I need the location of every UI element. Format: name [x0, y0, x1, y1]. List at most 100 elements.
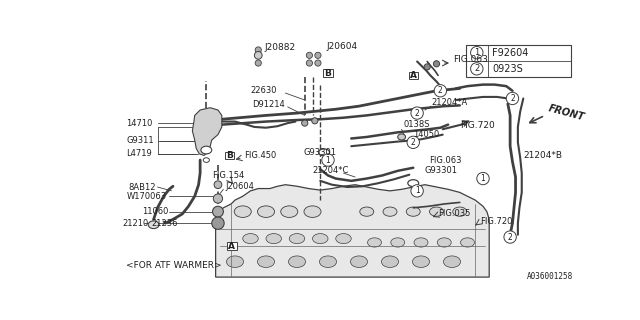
- Text: B: B: [226, 151, 233, 160]
- Ellipse shape: [319, 256, 337, 268]
- Circle shape: [407, 136, 419, 148]
- Ellipse shape: [381, 256, 399, 268]
- Text: G93301: G93301: [303, 148, 336, 157]
- Ellipse shape: [304, 206, 321, 217]
- Text: 21210: 21210: [123, 219, 149, 228]
- Ellipse shape: [461, 238, 474, 247]
- Text: <FOR ATF WARMER>: <FOR ATF WARMER>: [127, 261, 222, 270]
- Polygon shape: [216, 185, 489, 277]
- Circle shape: [504, 231, 516, 243]
- Text: J20882: J20882: [264, 43, 296, 52]
- Text: 2: 2: [411, 138, 415, 147]
- Ellipse shape: [201, 146, 212, 154]
- Ellipse shape: [367, 238, 381, 247]
- Ellipse shape: [243, 234, 259, 244]
- Circle shape: [214, 181, 222, 188]
- Text: L4719: L4719: [127, 149, 152, 158]
- Polygon shape: [193, 108, 222, 156]
- Text: 14050: 14050: [413, 130, 440, 139]
- Circle shape: [213, 194, 223, 203]
- Circle shape: [254, 52, 262, 59]
- Circle shape: [212, 217, 224, 229]
- Text: 1: 1: [481, 174, 485, 183]
- Text: 21204*B: 21204*B: [524, 151, 563, 160]
- Circle shape: [255, 47, 261, 53]
- Circle shape: [312, 118, 318, 124]
- Text: FIG.154: FIG.154: [212, 171, 244, 180]
- Text: FIG.450: FIG.450: [244, 151, 276, 160]
- Text: 21236: 21236: [151, 219, 178, 228]
- FancyBboxPatch shape: [323, 69, 333, 77]
- Text: J20604: J20604: [326, 42, 358, 51]
- Ellipse shape: [204, 158, 209, 162]
- Ellipse shape: [412, 256, 429, 268]
- Circle shape: [433, 61, 440, 67]
- Circle shape: [315, 60, 321, 66]
- Bar: [466, 44, 572, 77]
- Text: 21204*A: 21204*A: [431, 98, 467, 107]
- Ellipse shape: [437, 238, 451, 247]
- Ellipse shape: [148, 221, 159, 228]
- Circle shape: [301, 120, 308, 126]
- Text: FIG.720: FIG.720: [460, 121, 495, 130]
- Ellipse shape: [257, 206, 275, 217]
- Ellipse shape: [289, 256, 305, 268]
- Circle shape: [424, 64, 430, 70]
- Text: G9311: G9311: [127, 136, 154, 145]
- Text: 2: 2: [510, 94, 515, 103]
- Ellipse shape: [281, 206, 298, 217]
- Text: F92604: F92604: [492, 48, 529, 58]
- Text: FIG.063: FIG.063: [454, 55, 488, 64]
- FancyBboxPatch shape: [225, 152, 234, 159]
- Text: 2: 2: [438, 86, 443, 95]
- Ellipse shape: [289, 234, 305, 244]
- Ellipse shape: [234, 206, 252, 217]
- Text: 8AB12: 8AB12: [128, 182, 156, 191]
- Text: D91214: D91214: [252, 100, 285, 109]
- Text: 14710: 14710: [127, 119, 153, 128]
- Text: 22630: 22630: [250, 86, 277, 95]
- Text: 2: 2: [415, 108, 419, 117]
- Ellipse shape: [360, 207, 374, 216]
- Ellipse shape: [444, 256, 461, 268]
- Circle shape: [434, 84, 447, 97]
- Circle shape: [322, 154, 334, 166]
- Ellipse shape: [414, 238, 428, 247]
- Circle shape: [307, 60, 312, 66]
- Text: FIG.035: FIG.035: [438, 210, 470, 219]
- Text: FIG.720: FIG.720: [480, 217, 512, 226]
- Text: 2: 2: [508, 233, 513, 242]
- Ellipse shape: [391, 238, 404, 247]
- Text: 1: 1: [326, 156, 330, 164]
- Circle shape: [411, 107, 423, 119]
- Ellipse shape: [351, 256, 367, 268]
- Ellipse shape: [408, 180, 419, 187]
- Text: A: A: [410, 71, 417, 80]
- Circle shape: [477, 172, 489, 185]
- Ellipse shape: [383, 207, 397, 216]
- Text: 0138S: 0138S: [404, 120, 431, 129]
- Text: 11060: 11060: [142, 207, 168, 216]
- Ellipse shape: [397, 134, 406, 140]
- Circle shape: [506, 92, 518, 105]
- Text: A036001258: A036001258: [527, 272, 573, 281]
- Text: FIG.063: FIG.063: [429, 156, 461, 164]
- Circle shape: [411, 185, 423, 197]
- Ellipse shape: [257, 256, 275, 268]
- Circle shape: [307, 52, 312, 59]
- FancyBboxPatch shape: [408, 71, 418, 79]
- Ellipse shape: [452, 207, 467, 216]
- Text: W170063: W170063: [127, 192, 166, 201]
- Circle shape: [255, 60, 261, 66]
- Text: J20604: J20604: [226, 182, 255, 191]
- Text: A: A: [228, 242, 236, 251]
- Ellipse shape: [429, 207, 444, 216]
- Text: 1: 1: [474, 48, 479, 57]
- Circle shape: [212, 206, 223, 217]
- FancyBboxPatch shape: [227, 243, 237, 250]
- Ellipse shape: [336, 234, 351, 244]
- Text: 0923S: 0923S: [492, 64, 523, 74]
- Ellipse shape: [406, 207, 420, 216]
- Ellipse shape: [266, 234, 282, 244]
- Text: G93301: G93301: [425, 166, 458, 175]
